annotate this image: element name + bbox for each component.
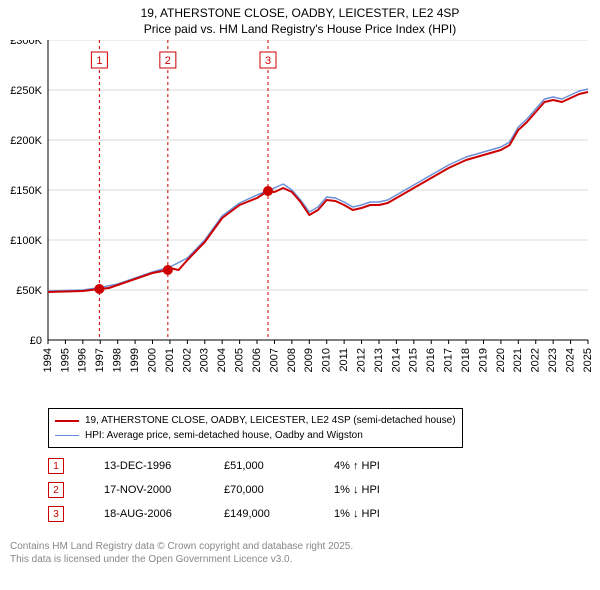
svg-text:2019: 2019 (477, 348, 489, 372)
svg-text:£200K: £200K (10, 135, 42, 147)
event-delta: 1% ↓ HPI (334, 508, 454, 520)
svg-text:2014: 2014 (390, 348, 402, 372)
event-date: 13-DEC-1996 (104, 460, 224, 472)
svg-text:2017: 2017 (443, 348, 455, 372)
svg-text:2000: 2000 (146, 348, 158, 372)
event-price: £51,000 (224, 460, 334, 472)
title-line2: Price paid vs. HM Land Registry's House … (0, 22, 600, 38)
footer-line1: Contains HM Land Registry data © Crown c… (10, 540, 353, 553)
svg-text:2021: 2021 (512, 348, 524, 372)
svg-text:2007: 2007 (268, 348, 280, 372)
svg-text:2002: 2002 (181, 348, 193, 372)
chart-area: £0 £50K £100K £150K £200K £250K £300K 1994 1995 1… (0, 40, 600, 400)
svg-text:2025: 2025 (582, 348, 594, 372)
event-delta: 4% ↑ HPI (334, 460, 454, 472)
event-row: 2 17-NOV-2000£70,0001% ↓ HPI (48, 478, 454, 502)
svg-text:2004: 2004 (216, 348, 228, 372)
svg-text:1998: 1998 (112, 348, 124, 372)
legend-swatch (55, 435, 79, 437)
events-table: 1 13-DEC-1996£51,0004% ↑ HPI 2 17-NOV-2000£… (48, 454, 454, 526)
svg-text:£0: £0 (30, 335, 42, 347)
legend: 19, ATHERSTONE CLOSE, OADBY, LEICESTER, … (48, 408, 463, 448)
svg-text:1996: 1996 (77, 348, 89, 372)
svg-text:1995: 1995 (59, 348, 71, 372)
svg-text:2013: 2013 (373, 348, 385, 372)
legend-item: HPI: Average price, semi-detached house,… (55, 428, 456, 443)
event-row: 1 13-DEC-1996£51,0004% ↑ HPI (48, 454, 454, 478)
svg-text:1994: 1994 (42, 348, 54, 372)
svg-text:2023: 2023 (547, 348, 559, 372)
event-date: 17-NOV-2000 (104, 484, 224, 496)
svg-text:2001: 2001 (164, 348, 176, 372)
event-price: £149,000 (224, 508, 334, 520)
svg-text:2022: 2022 (530, 348, 542, 372)
svg-text:3: 3 (265, 55, 271, 67)
event-row: 3 18-AUG-2006£149,0001% ↓ HPI (48, 502, 454, 526)
svg-text:2024: 2024 (564, 348, 576, 372)
svg-text:2011: 2011 (338, 348, 350, 372)
svg-text:2012: 2012 (355, 348, 367, 372)
svg-text:2020: 2020 (495, 348, 507, 372)
event-price: £70,000 (224, 484, 334, 496)
event-marker: 3 (48, 506, 64, 522)
event-delta: 1% ↓ HPI (334, 484, 454, 496)
svg-text:£250K: £250K (10, 85, 42, 97)
svg-text:2005: 2005 (234, 348, 246, 372)
svg-text:1997: 1997 (94, 348, 106, 372)
legend-label: HPI: Average price, semi-detached house,… (85, 428, 363, 443)
svg-text:2006: 2006 (251, 348, 263, 372)
event-date: 18-AUG-2006 (104, 508, 224, 520)
svg-text:2003: 2003 (199, 348, 211, 372)
legend-swatch (55, 420, 79, 422)
chart-title: 19, ATHERSTONE CLOSE, OADBY, LEICESTER, … (0, 0, 600, 37)
svg-text:2008: 2008 (286, 348, 298, 372)
svg-text:2: 2 (165, 55, 171, 67)
svg-text:£50K: £50K (16, 285, 42, 297)
svg-text:£100K: £100K (10, 235, 42, 247)
svg-text:1999: 1999 (129, 348, 141, 372)
svg-text:£300K: £300K (10, 40, 42, 47)
footer-line2: This data is licensed under the Open Gov… (10, 553, 353, 566)
footer: Contains HM Land Registry data © Crown c… (10, 540, 353, 566)
svg-text:2016: 2016 (425, 348, 437, 372)
title-line1: 19, ATHERSTONE CLOSE, OADBY, LEICESTER, … (0, 6, 600, 22)
svg-text:2009: 2009 (303, 348, 315, 372)
svg-text:2018: 2018 (460, 348, 472, 372)
svg-text:2010: 2010 (321, 348, 333, 372)
event-marker: 1 (48, 458, 64, 474)
event-marker: 2 (48, 482, 64, 498)
svg-text:1: 1 (96, 55, 102, 67)
legend-item: 19, ATHERSTONE CLOSE, OADBY, LEICESTER, … (55, 413, 456, 428)
svg-text:2015: 2015 (408, 348, 420, 372)
svg-text:£150K: £150K (10, 185, 42, 197)
legend-label: 19, ATHERSTONE CLOSE, OADBY, LEICESTER, … (85, 413, 456, 428)
